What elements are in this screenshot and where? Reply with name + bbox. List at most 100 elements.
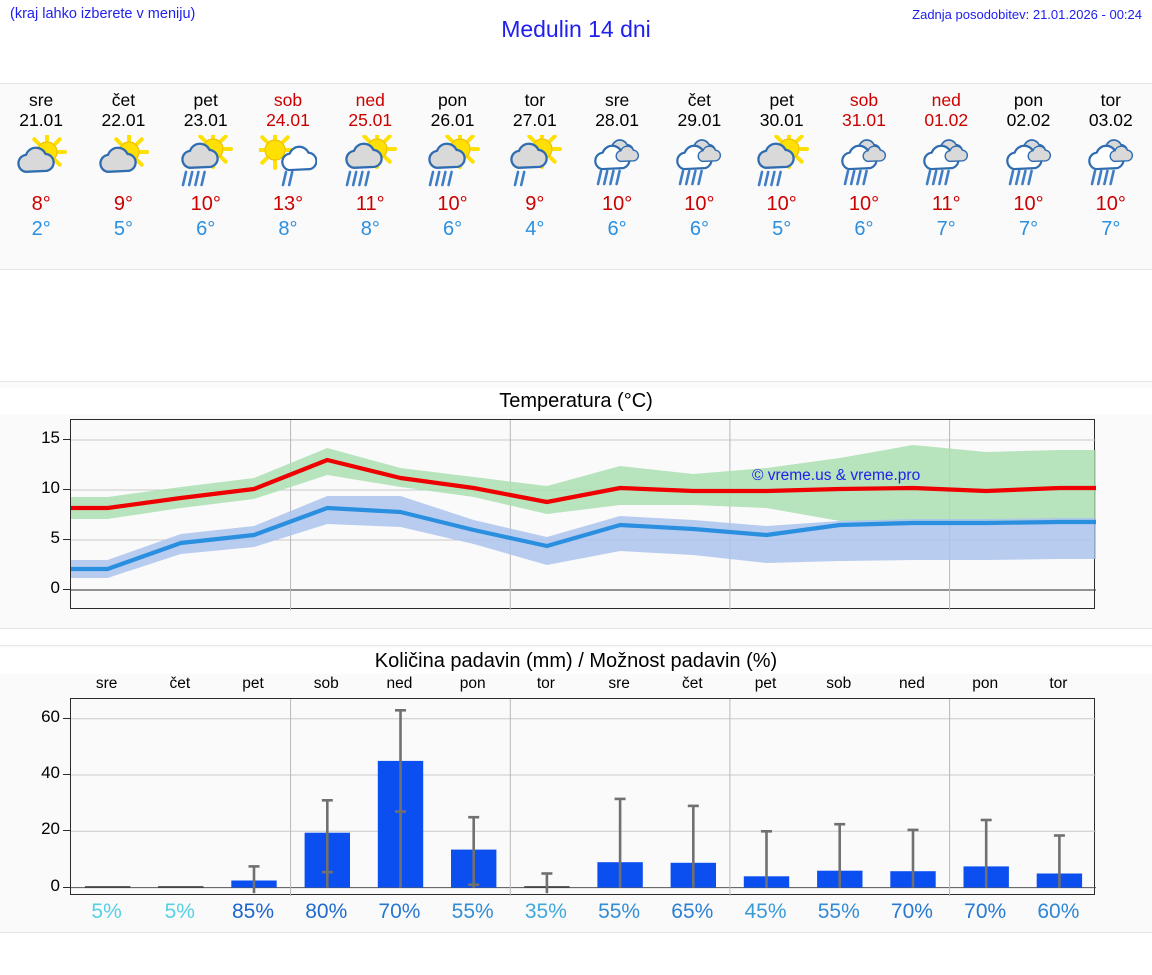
partly-cloudy-rain-icon (329, 132, 411, 192)
forecast-day-name: ned (355, 90, 385, 110)
temperature-chart-plot (70, 419, 1096, 610)
forecast-day-11[interactable]: sob 31.01 10° 6° (823, 84, 905, 269)
forecast-min-temp: 7° (936, 218, 956, 240)
forecast-min-temp: 6° (442, 218, 463, 240)
forecast-max-temp: 10° (766, 193, 797, 215)
forecast-day-10[interactable]: pet 30.01 10° 5° (741, 84, 823, 269)
partly-cloudy-rain-icon (411, 132, 493, 192)
forecast-max-temp: 10° (1013, 193, 1044, 215)
forecast-max-temp: 10° (1095, 193, 1126, 215)
forecast-min-temp: 7° (1101, 218, 1121, 240)
forecast-min-temp: 8° (278, 218, 298, 240)
forecast-day-date: 22.01 (101, 110, 146, 130)
forecast-day-5[interactable]: ned 25.01 11° 8° (329, 84, 411, 269)
page-title: Medulin 14 dni (501, 16, 651, 42)
forecast-min-temp: 6° (196, 218, 216, 240)
precipitation-day-label: čet (681, 675, 703, 692)
precipitation-y-tick (63, 830, 70, 832)
forecast-day-2[interactable]: čet 22.01 9° 5° (82, 84, 164, 269)
forecast-day-12[interactable]: ned 01.02 11° 7° (905, 84, 987, 269)
precipitation-day-label: ned (899, 675, 925, 692)
forecast-min-temp: 8° (360, 218, 380, 240)
precipitation-day-label: pon (972, 675, 999, 692)
precipitation-y-tick-label: 20 (41, 819, 60, 839)
forecast-min-temp: 5° (772, 218, 792, 240)
forecast-day-date: 25.01 (348, 110, 393, 130)
precipitation-probability: 55% (598, 900, 641, 923)
precipitation-chart-plot (70, 698, 1096, 896)
forecast-day-name: pet (193, 90, 218, 110)
precipitation-day-label: tor (1049, 675, 1068, 692)
forecast-day-9[interactable]: čet 29.01 10° 6° (658, 84, 740, 269)
forecast-day-name: sre (604, 90, 630, 110)
forecast-day-date: 30.01 (759, 110, 804, 130)
precipitation-probability: 5% (164, 900, 195, 923)
precipitation-probability: 65% (671, 900, 714, 923)
precipitation-probability: 5% (91, 900, 122, 923)
forecast-min-temp: 5° (113, 218, 133, 240)
precipitation-y-tick-label: 60 (41, 706, 60, 726)
forecast-min-temp: 2° (31, 218, 51, 240)
forecast-day-4[interactable]: sob 24.01 13° 8° (247, 84, 329, 269)
forecast-day-date: 02.02 (1006, 110, 1051, 130)
last-updated: Zadnja posodobitev: 21.01.2026 - 00:24 (912, 7, 1142, 22)
partly-cloudy-rain-icon (741, 132, 823, 192)
precipitation-day-label: pet (242, 675, 264, 692)
forecast-day-name: pet (769, 90, 794, 110)
cloudy-rain-icon (987, 132, 1069, 192)
precipitation-probability: 85% (232, 900, 275, 923)
forecast-day-6[interactable]: pon 26.01 10° 6° (411, 84, 493, 269)
precipitation-day-label: čet (169, 675, 191, 692)
temperature-y-tick (63, 589, 70, 590)
temperature-y-tick (63, 489, 70, 490)
temperature-y-tick-label: 5 (50, 528, 60, 547)
forecast-min-temp: 6° (607, 218, 627, 240)
precipitation-day-label: pon (459, 675, 486, 692)
forecast-day-name: tor (1100, 90, 1122, 110)
precipitation-probability: 45% (744, 900, 787, 923)
forecast-day-date: 29.01 (677, 110, 722, 130)
forecast-day-3[interactable]: pet 23.01 10° 6° (165, 84, 247, 269)
forecast-day-date: 26.01 (430, 110, 475, 130)
forecast-day-name: čet (687, 90, 712, 110)
forecast-day-8[interactable]: sre 28.01 10° 6° (576, 84, 658, 269)
forecast-max-temp: 8° (31, 193, 51, 215)
forecast-day-name: ned (931, 90, 961, 110)
precipitation-day-label: pet (754, 675, 777, 692)
precipitation-probability: 70% (890, 900, 933, 923)
forecast-day-date: 23.01 (183, 110, 228, 130)
forecast-max-temp: 10° (437, 193, 468, 215)
temperature-chart-title: Temperatura (°C) (0, 388, 1152, 414)
forecast-max-temp: 10° (190, 193, 221, 215)
forecast-day-7[interactable]: tor 27.01 9° 4° (494, 84, 576, 269)
precipitation-probability: 55% (451, 900, 494, 923)
temperature-y-tick (63, 539, 70, 540)
forecast-day-date: 27.01 (512, 110, 557, 130)
precipitation-chart-title: Količina padavin (mm) / Možnost padavin … (0, 648, 1152, 674)
forecast-min-temp: 7° (1018, 218, 1039, 240)
cloudy-rain-icon (658, 132, 740, 192)
forecast-min-temp: 4° (525, 218, 545, 240)
temperature-y-tick-label: 10 (41, 478, 60, 497)
precipitation-probability: 70% (378, 900, 421, 923)
forecast-day-date: 31.01 (842, 110, 886, 130)
forecast-strip: sre 21.01 8° 2° čet 22.01 9° 5° pet 23.01 10° 6°… (0, 83, 1152, 270)
precipitation-day-label: tor (536, 675, 555, 692)
forecast-day-1[interactable]: sre 21.01 8° 2° (0, 84, 82, 269)
watermark: © vreme.us & vreme.pro (752, 467, 921, 484)
forecast-day-name: sob (273, 90, 303, 110)
forecast-day-14[interactable]: tor 03.02 10° 7° (1070, 84, 1152, 269)
forecast-max-temp: 11° (355, 193, 385, 215)
precipitation-day-label: ned (386, 675, 413, 692)
partly-cloudy-rain-icon (165, 132, 247, 192)
forecast-min-temp: 6° (689, 218, 709, 240)
cloudy-rain-icon (823, 132, 905, 192)
precipitation-probability: 55% (817, 900, 860, 923)
forecast-max-temp: 9° (525, 193, 545, 215)
partly-cloudy-icon (0, 132, 82, 192)
cloudy-rain-icon (905, 132, 987, 192)
temperature-y-tick-label: 15 (41, 428, 60, 447)
forecast-day-13[interactable]: pon 02.02 10° 7° (987, 84, 1069, 269)
precipitation-day-label: sob (313, 675, 339, 692)
precipitation-probability: 70% (964, 900, 1007, 923)
